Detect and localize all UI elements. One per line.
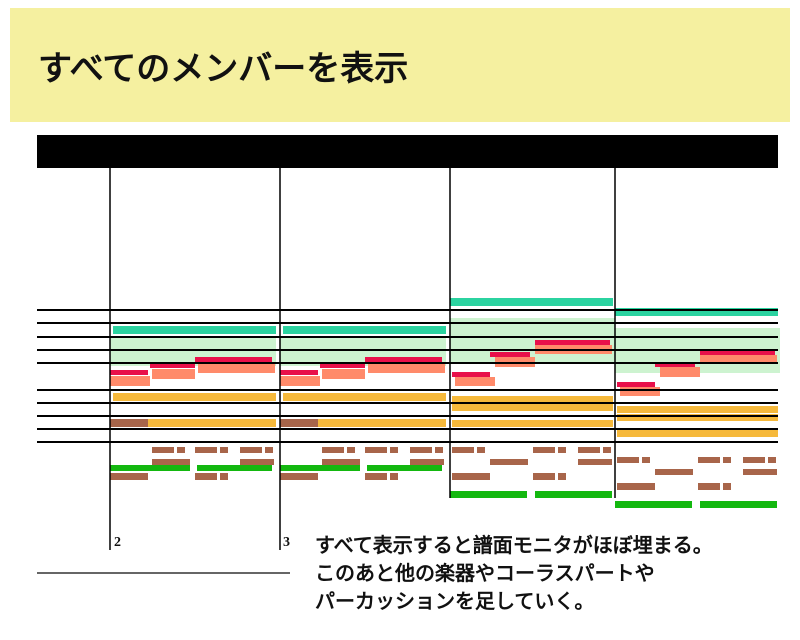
caption-line: パーカッションを足していく。 (315, 589, 594, 613)
measure-number: 2 (114, 535, 121, 550)
title-band (10, 8, 790, 122)
staff-lines (37, 309, 778, 443)
slide-title: すべてのメンバーを表示 (38, 49, 408, 89)
caption-line: すべて表示すると譜面モニタがほぼ埋まる。 (315, 533, 713, 557)
score-header-bar (37, 135, 778, 168)
caption-line: このあと他の楽器やコーラスパートや (315, 561, 655, 585)
measure-number: 3 (283, 535, 290, 550)
bar-lines (109, 168, 616, 550)
